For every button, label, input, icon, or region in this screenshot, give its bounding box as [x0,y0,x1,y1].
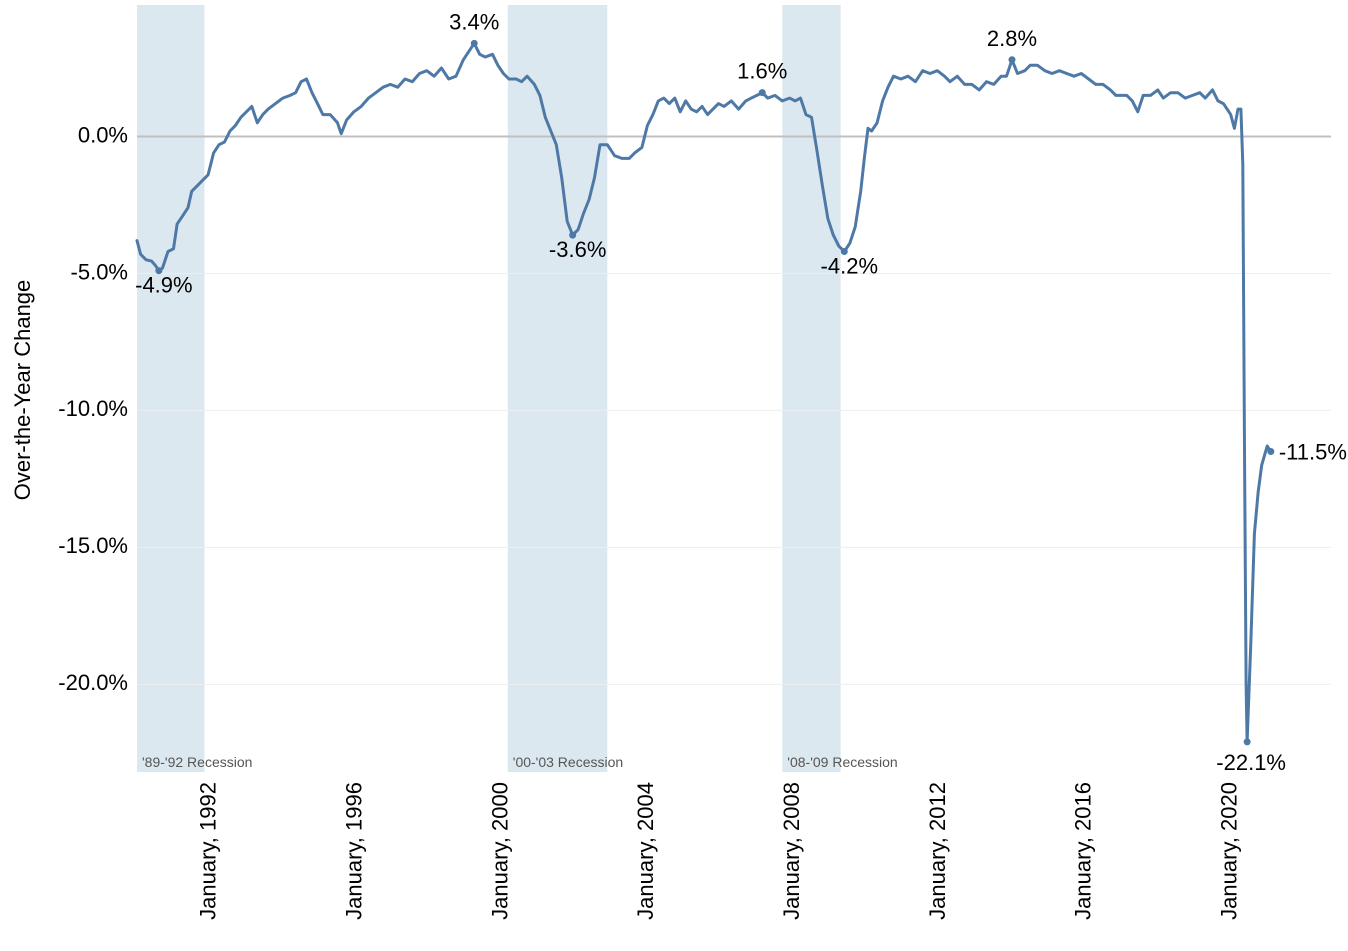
recession-label: '00-'03 Recession [513,754,623,770]
y-tick-label: -15.0% [58,533,128,558]
x-tick-label: January, 2004 [633,782,658,920]
data-point-marker [758,89,766,97]
data-label: -4.9% [135,273,192,298]
series-line [135,41,1273,744]
x-tick-label: January, 2016 [1071,782,1096,920]
data-point-marker [840,248,848,256]
data-point-marker [155,267,163,275]
data-label: 2.8% [987,26,1037,51]
y-tick-label: -10.0% [58,396,128,421]
recession-band [507,5,608,772]
data-point-marker [1267,448,1275,456]
y-tick-label: -20.0% [58,670,128,695]
recession-label: '08-'09 Recession [787,754,897,770]
y-axis-ticks: 0.0% -5.0% -10.0% -15.0% -20.0% [58,122,128,695]
data-point-marker [569,231,577,239]
data-label: -22.1% [1216,750,1286,775]
y-tick-label: 0.0% [78,122,128,147]
data-point-marker [1008,56,1016,64]
data-label: 1.6% [737,59,787,84]
data-point-marker [1243,738,1251,746]
data-label: 3.4% [449,9,499,34]
data-label: -11.5% [1279,440,1347,465]
data-label: -3.6% [549,237,606,262]
x-axis-ticks: January, 1992 January, 1996 January, 2000 J… [196,782,1242,920]
y-axis-label: Over-the-Year Change [10,280,35,501]
x-tick-label: January, 2012 [925,782,950,920]
y-tick-label: -5.0% [71,259,128,284]
x-tick-label: January, 2000 [487,782,512,920]
recession-band [782,5,841,772]
recession-label: '89-'92 Recession [142,754,252,770]
x-tick-label: January, 2008 [779,782,804,920]
data-point-marker [470,39,478,47]
data-label: -4.2% [821,254,878,279]
gridlines [137,272,1331,685]
recession-band [137,5,205,772]
x-tick-label: January, 1992 [196,782,221,920]
x-tick-label: January, 1996 [342,782,367,920]
x-tick-label: January, 2020 [1217,782,1242,920]
annotations: -4.9% 3.4% -3.6% 1.6% -4.2% 2.8% -11.5% -22.1% [135,9,1347,775]
series-layer [135,41,1273,744]
recession-bands: '89-'92 Recession '00-'03 Recession '08-'0… [137,5,898,772]
